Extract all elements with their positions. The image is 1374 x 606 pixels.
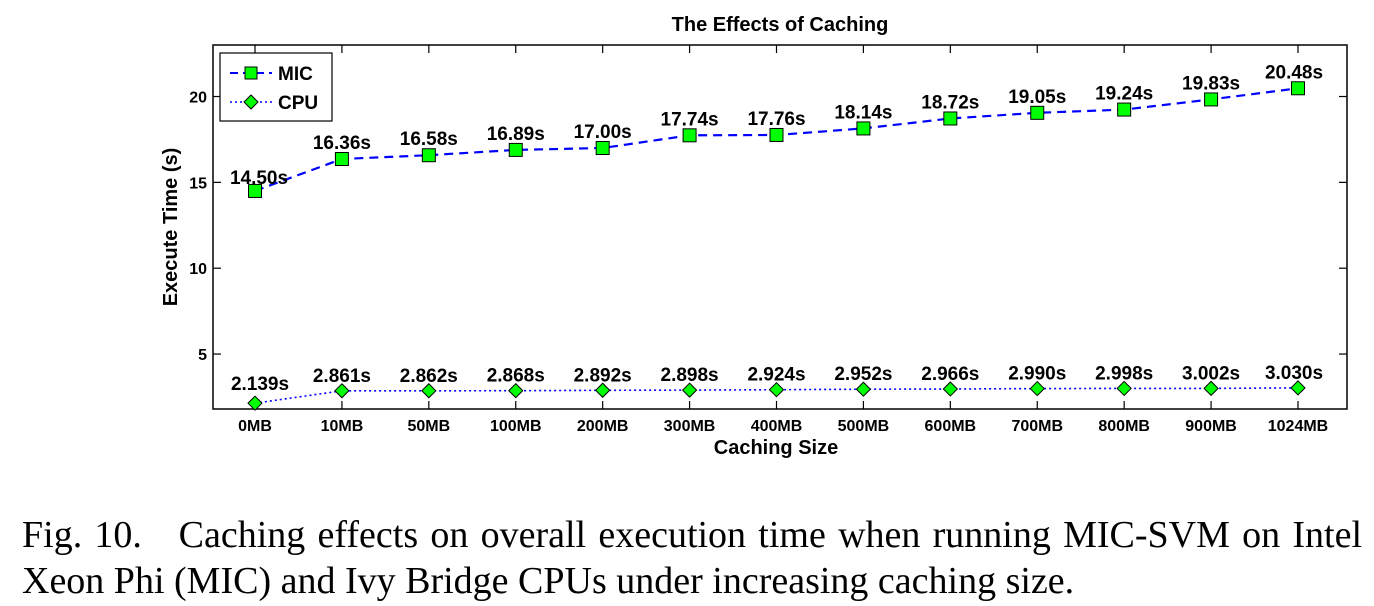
- x-tick-label: 800MB: [1098, 418, 1150, 435]
- legend-cpu-label: CPU: [278, 93, 318, 114]
- data-point-mic: [1204, 92, 1219, 107]
- data-point-cpu: [1029, 380, 1045, 397]
- data-point-mic: [421, 148, 436, 163]
- data-point-cpu: [508, 382, 524, 399]
- data-point-cpu: [768, 381, 785, 398]
- legend-cpu-marker: [243, 94, 259, 110]
- data-point-cpu: [1116, 380, 1132, 397]
- chart: The Effects of Caching 5 10 15 20 0MB 10MB 50…: [160, 14, 1348, 459]
- data-label-cpu: 2.990s: [1008, 364, 1066, 385]
- x-tick-label: 100MB: [490, 418, 542, 435]
- data-label-mic: 16.89s: [487, 124, 545, 145]
- data-point-mic: [856, 121, 871, 136]
- plot-area: [212, 44, 1348, 410]
- x-tick-label: 0MB: [238, 418, 272, 435]
- data-label-mic: 19.83s: [1182, 73, 1240, 94]
- data-point-cpu: [334, 383, 350, 399]
- data-point-mic: [1030, 105, 1045, 120]
- data-point-mic: [595, 141, 610, 156]
- data-point-cpu: [942, 381, 959, 397]
- y-axis-label: Execute Time (s): [160, 148, 182, 307]
- data-label-mic: 17.74s: [661, 109, 719, 130]
- data-label-cpu: 2.898s: [661, 365, 719, 386]
- series-layer: [247, 81, 1306, 411]
- data-point-mic: [508, 142, 523, 157]
- x-tick-label: 10MB: [321, 418, 364, 435]
- data-label-mic: 17.00s: [574, 122, 632, 143]
- data-label-cpu: 2.868s: [487, 366, 545, 387]
- x-tick-label: 900MB: [1185, 418, 1237, 435]
- x-tick-label: 300MB: [664, 418, 716, 435]
- data-label-mic: 19.05s: [1008, 87, 1066, 108]
- data-label-cpu: 2.861s: [313, 366, 371, 387]
- data-point-cpu: [1290, 380, 1306, 396]
- data-point-mic: [769, 127, 784, 142]
- data-labels: 14.50s 16.36s 16.58s 16.89s 17.00s 17.74s 17.7…: [230, 62, 1323, 395]
- data-point-mic: [943, 111, 958, 126]
- data-point-cpu: [681, 382, 698, 398]
- data-label-mic: 20.48s: [1265, 62, 1323, 83]
- x-tick-label: 50MB: [407, 418, 450, 435]
- data-point-cpu: [421, 383, 437, 399]
- y-tick-label: 20: [189, 90, 207, 107]
- legend-mic-marker: [244, 66, 258, 80]
- y-tick-label: 15: [189, 175, 207, 192]
- data-label-cpu: 3.002s: [1182, 363, 1240, 384]
- x-tick-label: 700MB: [1011, 418, 1063, 435]
- data-label-cpu: 2.966s: [921, 364, 979, 385]
- data-label-cpu: 2.924s: [747, 365, 805, 386]
- chart-title: The Effects of Caching: [672, 14, 889, 36]
- x-tick-label: 200MB: [577, 418, 629, 435]
- figure-caption: Fig. 10. Caching effects on overall exec…: [22, 512, 1362, 604]
- data-label-mic: 14.50s: [230, 168, 288, 189]
- data-label-mic: 18.72s: [921, 92, 979, 113]
- data-point-mic: [1117, 102, 1132, 117]
- legend: MIC CPU: [219, 52, 333, 122]
- data-point-cpu: [247, 395, 263, 411]
- data-point-cpu: [1203, 380, 1219, 397]
- data-label-mic: 18.14s: [834, 102, 892, 123]
- data-label-cpu: 2.892s: [574, 365, 632, 386]
- legend-mic-label: MIC: [278, 64, 313, 85]
- y-axis: 5 10 15 20: [189, 90, 1347, 364]
- data-label-cpu: 2.998s: [1095, 363, 1153, 384]
- y-tick-label: 5: [198, 347, 207, 364]
- x-tick-label: 500MB: [838, 418, 890, 435]
- data-label-cpu: 2.139s: [231, 374, 289, 395]
- data-label-mic: 17.76s: [747, 109, 805, 130]
- data-point-cpu: [594, 382, 611, 398]
- x-tick-label: 600MB: [925, 418, 977, 435]
- data-point-mic: [1291, 81, 1305, 96]
- x-tick-label: 1024MB: [1268, 418, 1328, 435]
- x-tick-label: 400MB: [751, 418, 803, 435]
- data-label-cpu: 2.862s: [400, 366, 458, 387]
- caption-label: Fig. 10.: [22, 514, 142, 556]
- data-point-mic: [334, 152, 349, 167]
- data-label-cpu: 3.030s: [1265, 363, 1323, 384]
- legend-box: [219, 52, 333, 122]
- y-tick-label: 10: [189, 261, 207, 278]
- data-point-mic: [248, 183, 262, 198]
- data-label-mic: 19.24s: [1095, 84, 1153, 105]
- data-point-mic: [682, 128, 697, 143]
- data-label-cpu: 2.952s: [834, 364, 892, 385]
- data-label-mic: 16.58s: [400, 129, 458, 150]
- caption-text: Caching effects on overall execution tim…: [22, 514, 1363, 602]
- x-axis-label: Caching Size: [714, 437, 838, 459]
- data-point-cpu: [855, 381, 872, 397]
- x-axis: 0MB 10MB 50MB 100MB 200MB 300MB 400MB 500MB 600M…: [238, 45, 1328, 435]
- data-label-mic: 16.36s: [313, 133, 371, 154]
